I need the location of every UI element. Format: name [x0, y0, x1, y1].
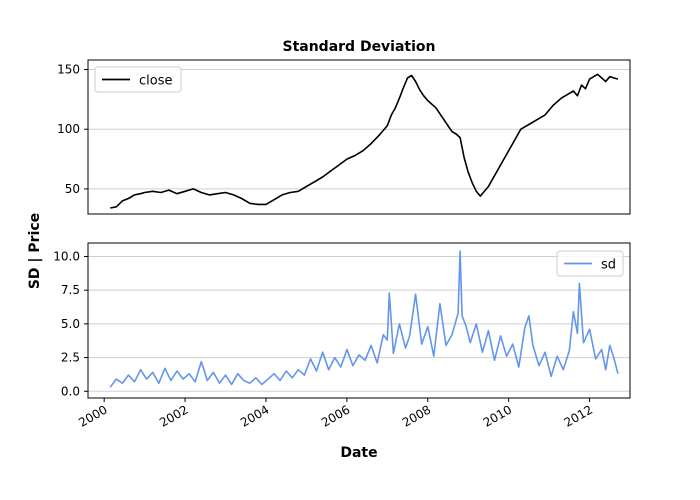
- price-legend-box: [94, 66, 182, 93]
- legend-label-sd: sd: [601, 258, 616, 273]
- chart-title: Standard Deviation: [282, 39, 435, 55]
- x-axis-title: Date: [340, 445, 377, 461]
- sd-y-tick-label: 10.0: [53, 249, 80, 263]
- legend-label-close: close: [139, 74, 172, 89]
- series-line-close: [110, 73, 619, 209]
- price-legend: close: [94, 66, 182, 93]
- sd-legend: sd: [556, 250, 624, 277]
- price-axes-frame: [87, 59, 631, 215]
- sd-y-tick-label: 2.5: [61, 351, 80, 365]
- price-panel: 50 100 150 close: [57, 59, 631, 215]
- price-y-tick-label: 150: [57, 63, 80, 77]
- y-axis-title: SD | Price: [27, 213, 43, 289]
- sd-y-tick-label: 7.5: [61, 283, 80, 297]
- sd-y-tick-label: 5.0: [61, 317, 80, 331]
- sd-y-tick-label: 0.0: [61, 384, 80, 398]
- sd-axes-frame: [87, 242, 631, 399]
- sd-panel: 0.0 2.5 5.0 7.5 10.0 sd: [53, 242, 631, 399]
- price-y-tick-label: 50: [65, 182, 80, 196]
- price-y-tick-label: 100: [57, 122, 80, 136]
- series-line-sd: [109, 250, 619, 388]
